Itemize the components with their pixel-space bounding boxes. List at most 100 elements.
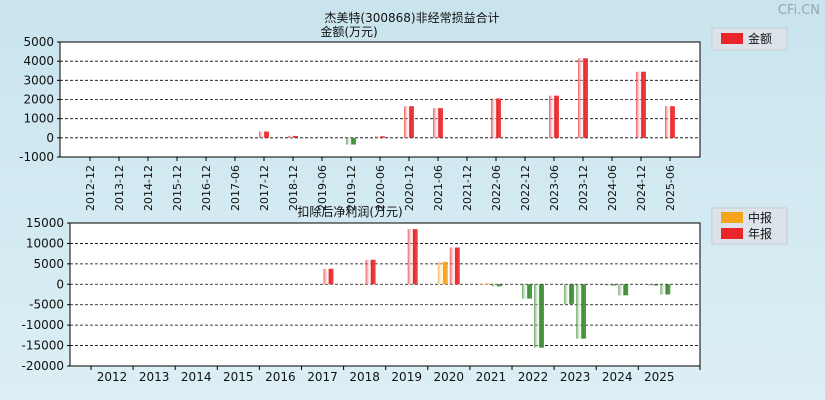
watermark: CFi.CN [778,3,820,18]
chart-2-x-tick-label: 2020 [434,370,465,384]
chart-2-legend-swatch-interim [721,212,743,223]
chart-1-x-tick-label: 2012-12 [84,165,97,211]
chart-2-bar-annual [618,284,629,296]
chart-1-bar [433,108,443,138]
chart-1-legend: 金额 [711,27,788,51]
chart-1-x-tick-label: 2021-06 [432,165,445,211]
chart-2-y-tick-label: -5000 [29,298,64,312]
chart-2-legend: 中报 年报 [711,207,788,245]
chart-1-y-tick-label: 2000 [23,93,54,107]
chart-1-x-tick-label: 2024-12 [635,165,648,211]
chart-1-x-tick-label: 2016-12 [200,165,213,211]
chart-1-bar [404,106,414,138]
chart-1-y-tick-label: 5000 [23,35,54,49]
chart-2-y-tick-label: 15000 [26,216,64,230]
chart-2-bars [323,229,671,348]
chart-2-y-tick-label: 0 [56,277,64,291]
chart-2-y-tick-label: 5000 [33,257,64,271]
chart-2-grid [70,222,700,346]
chart-1-x-tick-label: 2014-12 [142,165,155,211]
chart-1-bar [636,71,646,138]
chart-2-bar-annual [576,284,587,339]
chart-2-x-ticks: 2012 2013 2014 2015 2016 2017 2018 2019 2020 2021… [90,366,701,384]
chart-2-x-tick-label: 2013 [139,370,170,384]
chart-1-x-tick-label: 2019-06 [316,165,329,211]
chart-1-x-tick-label: 2013-12 [113,165,126,211]
chart-2-x-tick-label: 2016 [265,370,296,384]
chart-2-bar-interim [479,283,490,285]
chart-2-bar-annual [449,247,460,285]
chart-2-bar-interim [606,284,617,286]
chart-1: 杰美特(300868)非经常损益合计 金额(万元) 5000 4000 3000 20… [19,10,788,211]
chart-2-x-tick-label: 2024 [602,370,633,384]
chart-2-y-tick-label: 10000 [26,236,64,250]
chart-2-bar-annual [534,284,544,348]
chart-2-legend-label-interim: 中报 [748,210,772,225]
chart-1-x-tick-label: 2019-12 [345,165,358,211]
chart-2: 扣除后净利润(万元) 15000 10000 5000 0 -5000 -10000 -15… [21,204,788,384]
chart-2-x-tick-label: 2021 [476,370,507,384]
chart-1-x-tick-label: 2024-06 [606,165,619,211]
chart-1-x-tick-label: 2017-06 [229,165,242,211]
chart-2-bar-annual [660,284,671,295]
chart-1-y-tick-label: 3000 [23,73,54,87]
chart-1-x-tick-label: 2022-12 [519,165,532,211]
chart-2-x-tick-label: 2018 [349,370,380,384]
chart-1-bar [346,137,356,145]
chart-1-x-tick-label: 2020-06 [374,165,387,211]
chart-1-bars [259,58,675,145]
chart-2-bar-annual [407,229,418,285]
chart-2-y-tick-label: -10000 [21,318,64,332]
chart-2-y-tick-label: -20000 [21,359,64,373]
chart-1-grid [60,60,700,139]
chart-1-legend-label-amount: 金额 [748,31,772,46]
chart-2-bar-annual [323,268,334,285]
chart-1-bar [375,136,385,138]
chart-1-y-tick-label: 0 [46,131,54,145]
chart-2-x-tick-label: 2023 [560,370,591,384]
chart-1-x-tick-label: 2022-06 [490,165,503,211]
chart-1-x-ticks: 2012-12 2013-12 2014-12 2015-12 2016-12 2017-… [84,157,677,211]
chart-2-x-tick-label: 2017 [307,370,338,384]
chart-1-x-tick-label: 2020-12 [403,165,416,211]
chart-1-bar [288,135,298,138]
chart-1-title: 杰美特(300868)非经常损益合计 [324,10,499,25]
chart-2-x-tick-label: 2014 [181,370,212,384]
chart-2-x-tick-label: 2025 [644,370,675,384]
chart-1-bar [259,131,269,138]
chart-1-y-tick-label: 1000 [23,112,54,126]
chart-2-bar-interim [564,284,575,304]
chart-1-x-tick-label: 2017-12 [258,165,271,211]
chart-2-bar-annual [491,284,502,287]
chart-1-y-tick-label: 4000 [23,54,54,68]
chart-1-bar [578,58,588,138]
chart-1-legend-swatch-amount [721,33,743,44]
chart-2-y-ticks: 15000 10000 5000 0 -5000 -10000 -15000 -20000 [21,216,70,373]
chart-2-legend-label-annual: 年报 [748,226,772,241]
chart-1-bar [665,106,675,138]
chart-2-title: 扣除后净利润(万元) [297,204,402,219]
chart-2-x-tick-label: 2019 [391,370,422,384]
chart-1-subtitle: 金额(万元) [320,24,377,39]
chart-1-bar [549,95,559,138]
chart-2-x-tick-label: 2015 [223,370,254,384]
chart-1-x-tick-label: 2023-12 [577,165,590,211]
chart-2-bar-interim [522,284,532,299]
chart-1-bar [491,98,501,138]
chart-2-y-tick-label: -15000 [21,339,64,353]
chart-2-x-tick-label: 2012 [97,370,128,384]
chart-1-x-tick-label: 2025-06 [664,165,677,211]
chart-1-y-ticks: 5000 4000 3000 2000 1000 0 -1000 [19,35,60,164]
chart-2-x-tick-label: 2022 [518,370,549,384]
chart-2-bar-interim [648,284,659,286]
chart-2-bar-annual [365,259,376,285]
chart-2-plot-area [69,222,701,367]
chart-1-x-tick-label: 2015-12 [171,165,184,211]
chart-1-y-tick-label: -1000 [19,150,54,164]
chart-1-x-tick-label: 2023-06 [548,165,561,211]
chart-2-legend-swatch-annual [721,228,743,239]
chart-2-bar-interim [437,261,448,285]
chart-1-x-tick-label: 2021-12 [461,165,474,211]
chart-1-x-tick-label: 2018-12 [287,165,300,211]
